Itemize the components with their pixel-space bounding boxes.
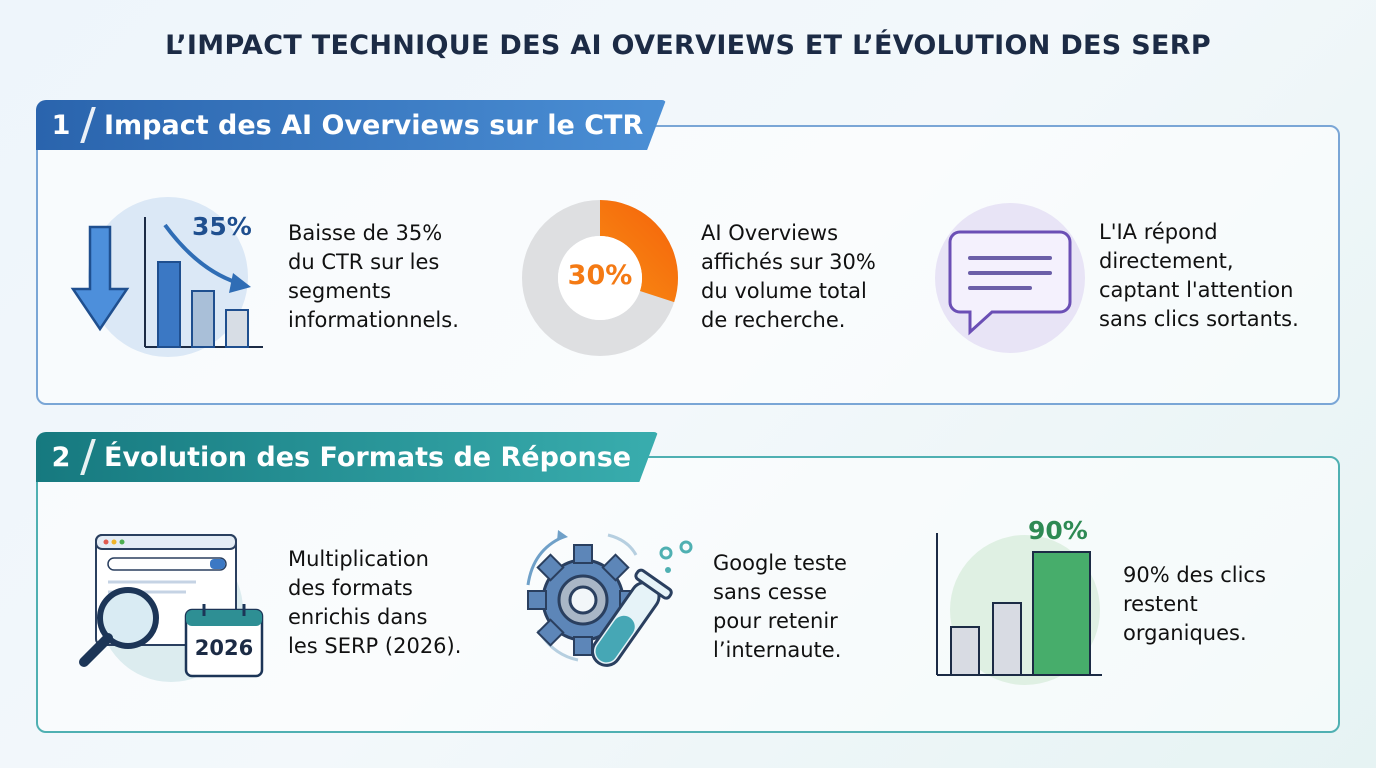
page-title: L’IMPACT TECHNIQUE DES AI OVERVIEWS ET L… [165, 30, 1211, 61]
section-1-panel [36, 125, 1340, 405]
text-line: Baisse de 35% [288, 221, 443, 245]
text-line: du CTR sur les [288, 250, 440, 274]
item-text: Baisse de 35% du CTR sur les segments in… [288, 219, 459, 335]
text-line: restent [1123, 592, 1198, 616]
text-line: captant l'attention [1099, 278, 1294, 302]
chat-bubble-icon [935, 203, 1085, 353]
green-bar-chart-icon [936, 533, 1102, 685]
text-line: sans clics sortants. [1099, 307, 1299, 331]
section-heading: Impact des AI Overviews sur le CTR [104, 109, 644, 141]
text-line: segments [288, 279, 392, 303]
text-line: du volume total [701, 279, 867, 303]
item-text: Multiplication des formats enrichis dans… [288, 545, 461, 661]
browser-search-calendar-icon [79, 534, 264, 682]
text-line: de recherche. [701, 308, 846, 332]
text-line: directement, [1099, 249, 1234, 273]
text-line: l’internaute. [713, 638, 842, 662]
section-2-panel [36, 456, 1340, 733]
text-line: pour retenir [713, 609, 838, 633]
text-line: sans cesse [713, 580, 828, 604]
text-line: 90% des clics [1123, 563, 1266, 587]
item-text: AI Overviews affichés sur 30% du volume … [701, 219, 876, 335]
item-text: 90% des clics restent organiques. [1123, 561, 1266, 648]
text-line: affichés sur 30% [701, 250, 876, 274]
section-2-header: 2 Évolution des Formats de Réponse [36, 432, 658, 482]
section-number: 2 [51, 441, 71, 473]
text-line: AI Overviews [701, 221, 839, 245]
item-text: L'IA répond directement, captant l'atten… [1099, 218, 1299, 334]
item-text: Google teste sans cesse pour retenir l’i… [713, 549, 847, 665]
text-line: Multiplication [288, 547, 429, 571]
stat-90-percent: 90% [1028, 516, 1088, 545]
text-line: des formats [288, 576, 413, 600]
donut-chart-icon [522, 200, 678, 356]
text-line: les SERP (2026). [288, 634, 462, 658]
text-line: L'IA répond [1099, 220, 1218, 244]
donut-value-arc [522, 200, 678, 356]
stat-30-percent: 30% [567, 260, 633, 291]
text-line: organiques. [1123, 621, 1247, 645]
section-number: 1 [51, 109, 71, 141]
gear-test-tube-icon [526, 530, 693, 667]
section-heading: Évolution des Formats de Réponse [104, 441, 632, 473]
down-arrow-bar-chart-icon [70, 197, 263, 357]
text-line: enrichis dans [288, 605, 428, 629]
text-line: Google teste [713, 551, 847, 575]
calendar-year: 2026 [194, 636, 254, 660]
stat-35-percent: 35% [192, 212, 252, 241]
text-line: informationnels. [288, 308, 459, 332]
section-1-header: 1 Impact des AI Overviews sur le CTR [36, 100, 666, 150]
